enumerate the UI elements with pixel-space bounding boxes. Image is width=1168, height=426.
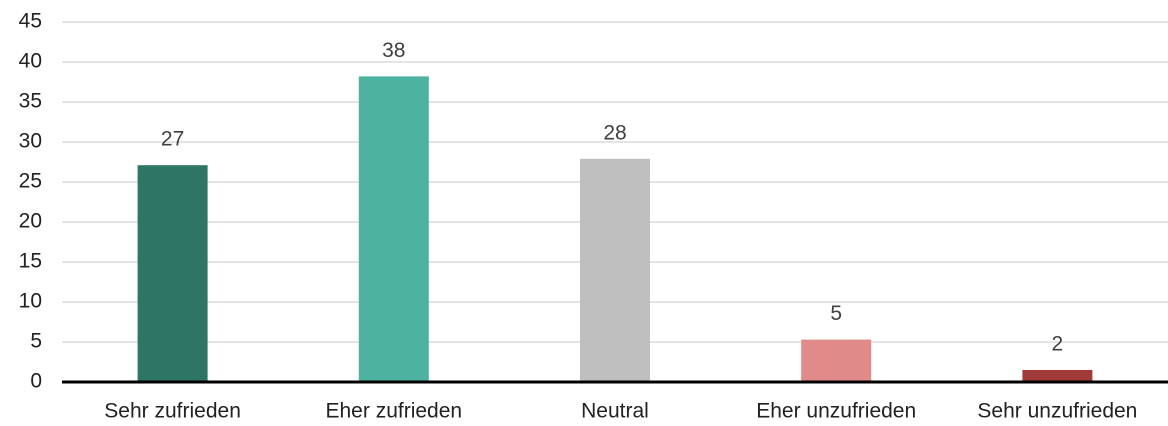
bar [137,165,208,382]
y-tick-label: 45 [19,10,42,33]
x-tick-label: Sehr zufrieden [104,400,241,423]
y-tick-label: 15 [19,250,42,273]
value-label: 27 [161,128,184,151]
y-tick-label: 35 [19,90,42,113]
x-tick-label: Sehr unzufrieden [977,400,1137,423]
x-tick-label: Eher zufrieden [326,400,463,423]
y-tick-label: 25 [19,170,42,193]
x-tick-label: Eher unzufrieden [756,400,916,423]
value-label: 2 [1052,333,1064,356]
y-tick-label: 5 [30,330,42,353]
value-label: 28 [603,121,626,144]
value-label: 38 [382,39,405,62]
bar [358,76,429,383]
x-tick-label: Neutral [581,400,649,423]
value-label: 5 [830,302,842,325]
bar [801,339,872,382]
y-tick-label: 20 [19,210,42,233]
y-tick-label: 30 [19,130,42,153]
bar [580,158,650,382]
y-tick-label: 0 [30,370,42,393]
bar [1022,370,1093,382]
y-tick-label: 40 [19,50,42,73]
y-tick-label: 10 [19,290,42,313]
